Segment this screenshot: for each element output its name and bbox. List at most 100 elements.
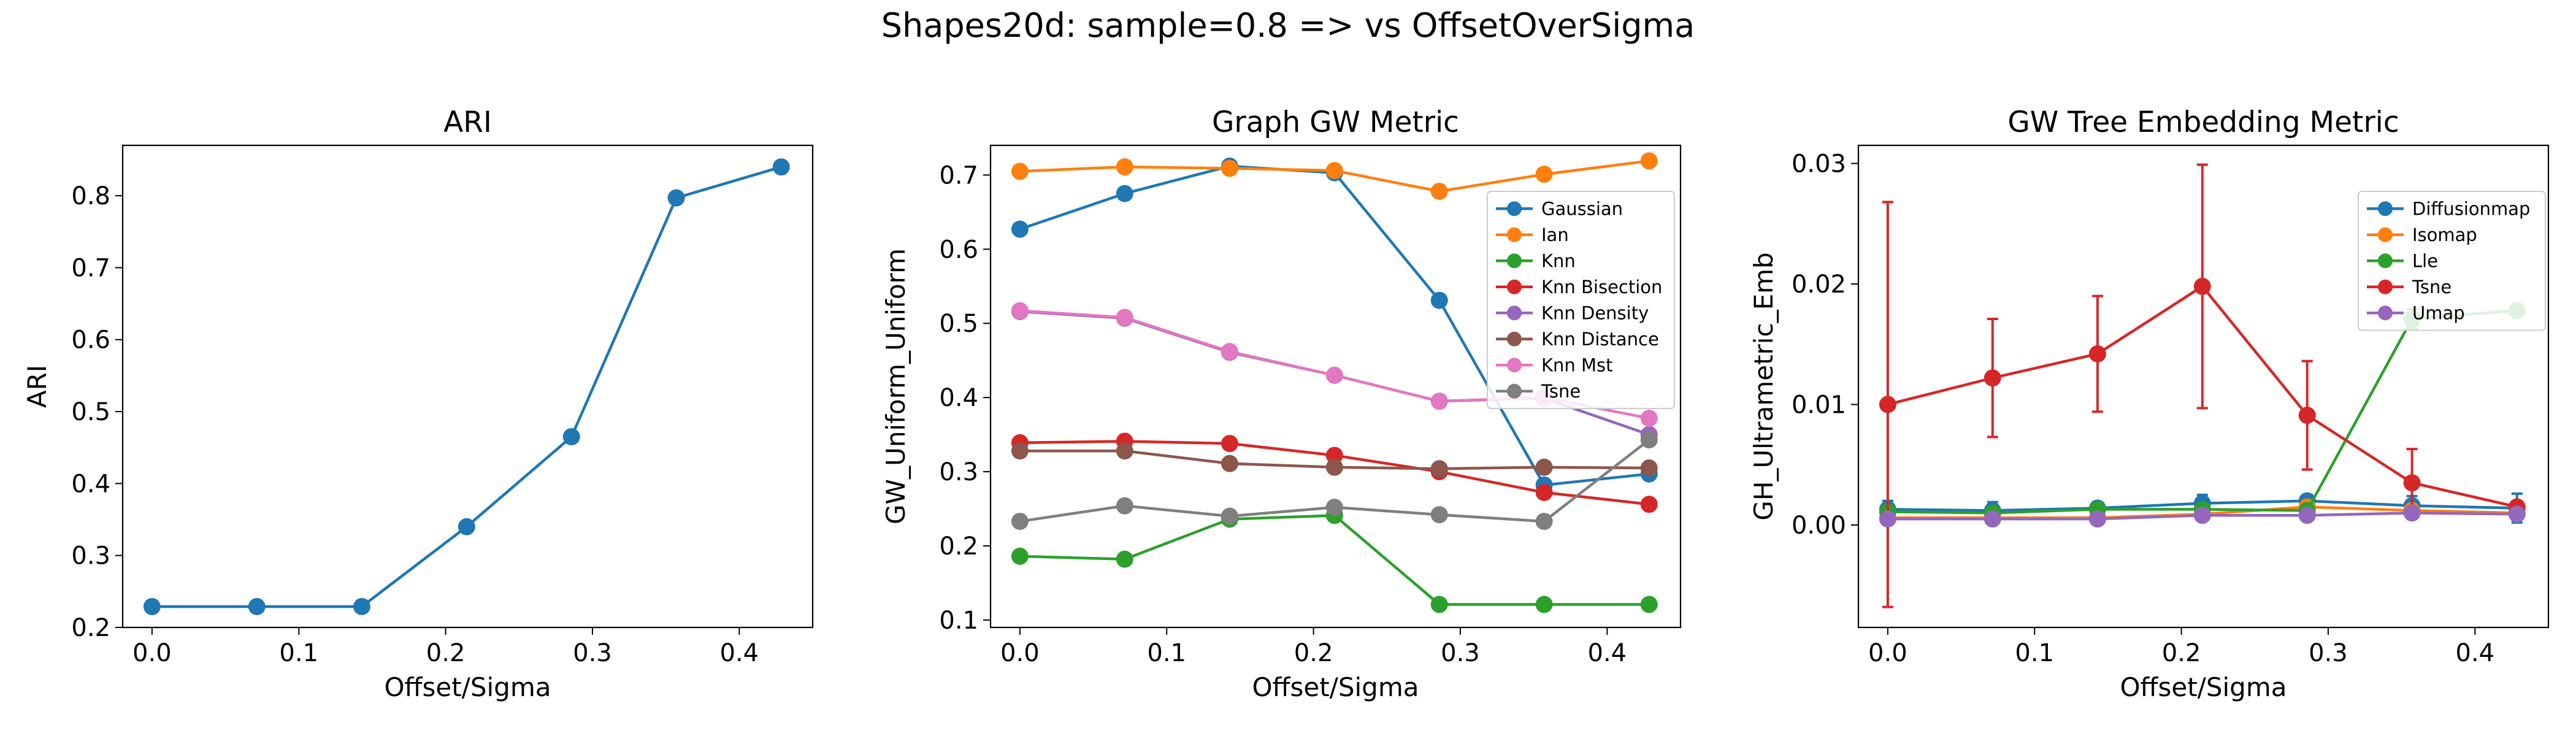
series-line [151,166,782,608]
data-point [1430,460,1448,478]
data-point [1640,431,1658,449]
series-knn-distance [1011,442,1658,478]
data-point [1535,596,1553,613]
chart-title: GW Tree Embedding Metric [2007,105,2399,139]
y-tick-label: 0.8 [71,182,110,210]
data-point [2298,407,2316,424]
legend-entry-label: Ian [1541,224,1569,245]
chart-panel-3: GW Tree Embedding Metric 0.0 0.1 0.2 0.3 0.4 0… [1749,105,2550,702]
data-point [1325,458,1343,476]
data-point [1535,166,1553,183]
data-point [667,189,685,207]
x-tick-label: 0.0 [1000,639,1040,667]
data-point [2403,474,2421,492]
y-tick-label: 0.4 [939,384,978,412]
x-tick-label: 0.2 [2162,639,2201,667]
legend-entry-label: Tsne [2412,277,2451,297]
y-axis-label: GH_Ultrametric_Emb [1749,252,1779,520]
legend-entry-label: Knn Distance [1541,329,1659,350]
series-tsne [1011,431,1658,531]
y-tick-label: 0.7 [71,254,110,282]
data-point [1325,447,1343,464]
data-point [1011,220,1029,238]
data-point [2298,507,2316,524]
data-point [1640,459,1658,477]
series-tsne [1879,163,2526,608]
legend-swatch-marker [2378,201,2393,217]
data-point [1879,510,1896,528]
data-point [1116,497,1133,515]
legend-swatch-marker [1507,279,1522,294]
legend-entry-label: Knn Bisection [1541,277,1662,297]
x-tick-label: 0.4 [720,639,759,667]
legend-entry-label: Knn [1541,250,1576,271]
legend-swatch-marker [1507,383,1522,399]
x-tick-label: 0.3 [573,639,612,667]
data-point [143,597,161,615]
data-point [1640,152,1658,170]
y-tick-label: 0.1 [939,607,978,635]
y-tick-label: 0.4 [71,470,110,498]
legend-swatch-marker [1507,201,1522,217]
data-point [1011,547,1029,565]
series-line [1019,514,1649,606]
data-point [1221,435,1238,453]
data-point [1535,458,1553,476]
y-tick-label: 0.03 [1792,150,1846,178]
data-point [1116,158,1133,176]
data-point [1011,513,1029,531]
legend-entry-label: Isomap [2412,224,2477,245]
x-tick-label: 0.4 [2456,639,2495,667]
y-tick-label: 0.02 [1792,270,1846,299]
data-point [2193,277,2211,295]
legend: Diffusionmap Isomap Lle Tsne Umap [2358,191,2546,331]
y-tick-label: 0.01 [1792,391,1846,419]
legend-entry-label: Knn Mst [1541,355,1613,375]
y-axis-label: GW_Uniform_Uniform [881,248,911,524]
y-tick-label: 0.6 [939,236,978,264]
x-axis-label: Offset/Sigma [385,672,551,702]
series-1 [143,158,790,615]
legend: Gaussian Ian Knn Knn Bisection Knn Density Kn… [1487,191,1675,409]
data-point [772,158,790,176]
y-tick-label: 0.7 [939,161,978,190]
data-point [1116,309,1133,326]
legend-swatch-marker [2378,279,2393,294]
legend-frame [1487,191,1675,409]
legend-swatch-marker [2378,227,2393,242]
legend-entry-label: Knn Density [1541,302,1649,323]
x-tick-label: 0.1 [1147,639,1186,667]
legend-swatch-marker [1507,305,1522,321]
y-tick-label: 0.00 [1792,512,1846,540]
legend-frame [2358,191,2546,331]
y-axis-label: ARI [22,365,52,408]
data-point [2193,507,2211,524]
data-point [1011,163,1029,180]
axes-frame [1857,144,2550,629]
data-point [1011,442,1029,460]
legend-entry-label: Gaussian [1541,198,1623,219]
data-point [2088,510,2106,528]
legend-entry-label: Lle [2412,250,2438,271]
legend-swatch-marker [1507,331,1522,347]
data-point [1221,507,1238,525]
x-tick-label: 0.0 [132,639,172,667]
legend-swatch-marker [1507,358,1522,373]
legend-swatch-marker [1507,253,1522,269]
figure-suptitle: Shapes20d: sample=0.8 => vs OffsetOverSi… [881,6,1695,45]
series-knn [1011,507,1658,613]
data-point [562,428,580,446]
x-tick-label: 0.4 [1588,639,1627,667]
chart-title: ARI [443,105,492,139]
data-point [1221,454,1238,472]
data-point [1430,291,1448,309]
x-tick-label: 0.3 [1441,639,1480,667]
y-tick-label: 0.5 [939,310,978,338]
x-tick-label: 0.1 [279,639,318,667]
data-point [1116,550,1133,568]
x-tick-label: 0.3 [2309,639,2348,667]
data-point [1430,506,1448,524]
axes-frame [989,144,1682,629]
x-axis-label: Offset/Sigma [1252,672,1419,702]
